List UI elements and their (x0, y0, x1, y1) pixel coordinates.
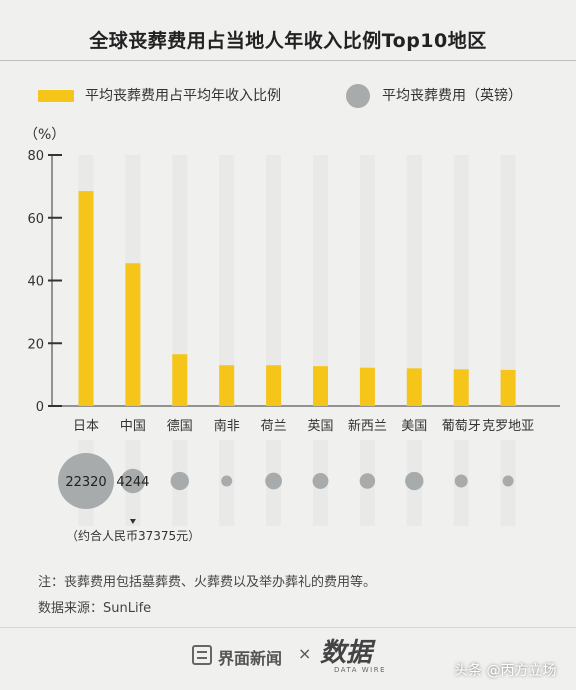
x-tick-label: 南非 (214, 418, 240, 434)
bar (453, 369, 469, 406)
bubble (170, 471, 189, 491)
bar (219, 365, 235, 406)
bar-track (172, 155, 188, 406)
bar-track (406, 155, 422, 406)
bar-chart: 0 20 40 60 80 日本 中国 德国 南非 荷兰 英国 新西兰 美国 葡萄牙 克罗地亚 (27, 149, 560, 434)
legend-dot-swatch (346, 84, 370, 108)
bubble (312, 473, 329, 489)
chart-title: 全球丧葬费用占当地人年收入比例Top10地区 (89, 30, 487, 52)
legend-bar-label: 平均丧葬费用占平均年收入比例 (85, 88, 281, 104)
y-tick-label: 20 (27, 337, 44, 352)
x-tick-label: 新西兰 (348, 418, 387, 434)
jiemian-logo-icon (192, 645, 212, 665)
annotation-pointer (129, 519, 136, 524)
x-tick-label: 德国 (167, 419, 193, 434)
cross-symbol: × (298, 644, 312, 663)
bubble-value-label: 4244 (116, 475, 149, 490)
x-tick-label: 荷兰 (261, 419, 287, 434)
bar (266, 365, 282, 406)
bubble (502, 475, 514, 487)
x-tick-label: 美国 (401, 419, 427, 434)
bar-track (266, 155, 282, 406)
bar (125, 263, 141, 406)
bar (78, 191, 94, 406)
bar (500, 369, 516, 406)
bar-track (313, 155, 328, 406)
data-source: 数据来源：SunLife (38, 601, 152, 616)
bubble (120, 468, 146, 494)
legend-bar-swatch (38, 90, 74, 102)
y-tick-label: 0 (36, 400, 44, 415)
bubble-row: 22320 4244 (58, 440, 516, 526)
bar-track (359, 155, 375, 406)
bar (359, 367, 375, 406)
x-tick-label: 克罗地亚 (482, 419, 534, 434)
x-tick-label: 葡萄牙 (442, 419, 481, 434)
legend-dot-label: 平均丧葬费用（英镑） (382, 88, 522, 104)
bubble (405, 471, 424, 491)
bar-track (500, 155, 516, 406)
x-tick-label: 英国 (307, 419, 333, 434)
bubble-value-label: 22320 (65, 475, 106, 490)
bar-track (453, 155, 469, 406)
y-tick-label: 40 (27, 275, 44, 290)
bar-track (219, 155, 235, 406)
bar (172, 354, 188, 406)
y-tick-label: 80 (27, 149, 44, 164)
datawire-logo: 数据 (320, 638, 373, 668)
bubble (221, 475, 233, 487)
bubble-annotation: （约合人民币37375元） (66, 529, 201, 543)
x-tick-label: 中国 (120, 419, 146, 434)
bubble (265, 472, 282, 490)
datawire-logo-sub: DATA WIRE (334, 666, 387, 674)
bubble (58, 453, 114, 509)
y-axis-unit-label: （%） (24, 127, 66, 143)
x-tick-label: 日本 (73, 419, 99, 434)
bar (313, 366, 328, 406)
source-watermark: 头条 @丙方立场 (454, 663, 557, 679)
bar (406, 368, 422, 406)
title-divider (0, 60, 576, 61)
footer-divider (0, 627, 576, 628)
bubble (454, 474, 468, 488)
footnote: 注：丧葬费用包括墓葬费、火葬费以及举办葬礼的费用等。 (38, 575, 377, 590)
y-tick-label: 60 (27, 212, 44, 227)
bubble (359, 473, 376, 489)
jiemian-brand: 界面新闻 (218, 649, 283, 668)
